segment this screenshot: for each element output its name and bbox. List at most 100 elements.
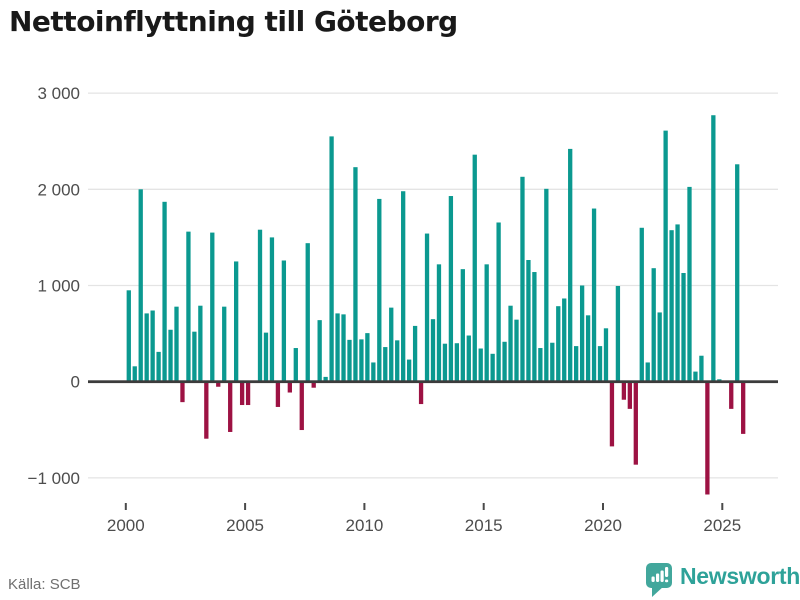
bar-2025-q2[interactable] bbox=[729, 382, 734, 409]
bar-2008-q3[interactable] bbox=[329, 136, 334, 382]
bar-2008-q1[interactable] bbox=[317, 320, 322, 382]
bar-2019-q1[interactable] bbox=[579, 285, 585, 382]
bar-2007-q3[interactable] bbox=[305, 243, 310, 382]
bar-2004-q1[interactable] bbox=[222, 306, 227, 382]
bar-2017-q3[interactable] bbox=[544, 188, 549, 382]
bar-2015-q2[interactable] bbox=[490, 353, 495, 382]
bar-2014-q2[interactable] bbox=[466, 335, 471, 382]
bar-2004-q4[interactable] bbox=[239, 382, 245, 406]
newsworthy-logo-lockup[interactable]: Newsworthy bbox=[644, 560, 800, 600]
bar-2002-q3[interactable] bbox=[186, 231, 191, 382]
bar-2004-q3[interactable] bbox=[234, 261, 239, 382]
bar-2003-q3[interactable] bbox=[210, 232, 215, 382]
bar-2007-q4[interactable] bbox=[311, 382, 316, 388]
bar-2000-q2[interactable] bbox=[132, 366, 137, 382]
bar-2020-q4[interactable] bbox=[621, 382, 627, 400]
bar-2009-q2[interactable] bbox=[347, 339, 352, 382]
bar-2006-q1[interactable] bbox=[269, 237, 275, 382]
bar-2021-q3[interactable] bbox=[639, 227, 644, 382]
bar-2016-q2[interactable] bbox=[514, 319, 519, 382]
bar-2001-q1[interactable] bbox=[150, 310, 155, 382]
bar-2012-q4[interactable] bbox=[430, 319, 436, 382]
bar-2023-q1[interactable] bbox=[675, 224, 680, 382]
bar-2001-q3[interactable] bbox=[162, 201, 167, 382]
bar-2012-q3[interactable] bbox=[424, 233, 430, 382]
bar-2022-q4[interactable] bbox=[669, 230, 674, 382]
bar-2020-q2[interactable] bbox=[609, 382, 615, 447]
bar-2019-q2[interactable] bbox=[585, 315, 591, 382]
bar-2018-q4[interactable] bbox=[574, 346, 579, 382]
bar-2014-q1[interactable] bbox=[460, 269, 465, 382]
bar-2024-q2[interactable] bbox=[705, 382, 710, 495]
bar-2025-q3[interactable] bbox=[735, 164, 740, 382]
bar-2008-q4[interactable] bbox=[335, 313, 340, 382]
bar-2018-q1[interactable] bbox=[556, 306, 561, 382]
bar-2023-q2[interactable] bbox=[681, 272, 686, 382]
bar-2010-q2[interactable] bbox=[371, 362, 376, 382]
bar-2013-q1[interactable] bbox=[436, 264, 442, 382]
bar-2000-q4[interactable] bbox=[144, 313, 149, 382]
bar-2000-q3[interactable] bbox=[138, 189, 143, 382]
bar-2005-q1[interactable] bbox=[245, 382, 251, 406]
bar-2015-q1[interactable] bbox=[484, 264, 489, 382]
bar-2024-q1[interactable] bbox=[699, 355, 704, 382]
bar-2023-q4[interactable] bbox=[693, 371, 698, 382]
bar-2017-q2[interactable] bbox=[538, 348, 543, 382]
bar-2007-q1[interactable] bbox=[293, 348, 298, 382]
bar-2013-q4[interactable] bbox=[454, 343, 460, 382]
bar-2020-q3[interactable] bbox=[615, 285, 621, 382]
bar-2013-q3[interactable] bbox=[448, 196, 454, 382]
bar-2019-q4[interactable] bbox=[597, 346, 603, 382]
bar-2024-q3[interactable] bbox=[711, 115, 716, 382]
bar-2009-q4[interactable] bbox=[359, 339, 364, 382]
bar-2014-q3[interactable] bbox=[472, 154, 477, 382]
bar-2005-q3[interactable] bbox=[257, 229, 263, 382]
bar-2006-q2[interactable] bbox=[275, 382, 281, 407]
bar-2014-q4[interactable] bbox=[478, 348, 483, 382]
bar-2016-q4[interactable] bbox=[526, 260, 531, 382]
bar-2021-q2[interactable] bbox=[633, 382, 638, 465]
bar-2020-q1[interactable] bbox=[603, 328, 609, 382]
bar-2015-q3[interactable] bbox=[496, 222, 501, 382]
bar-2018-q3[interactable] bbox=[568, 148, 573, 382]
bar-2007-q2[interactable] bbox=[299, 382, 304, 431]
bar-2001-q2[interactable] bbox=[156, 351, 161, 382]
bar-2022-q1[interactable] bbox=[651, 268, 656, 382]
bar-2019-q3[interactable] bbox=[591, 208, 597, 382]
bar-2021-q1[interactable] bbox=[627, 382, 632, 409]
bar-2017-q1[interactable] bbox=[532, 272, 537, 382]
bar-2002-q1[interactable] bbox=[174, 306, 179, 382]
bar-2010-q1[interactable] bbox=[365, 333, 370, 382]
bar-2012-q2[interactable] bbox=[418, 382, 424, 405]
bar-2004-q2[interactable] bbox=[228, 382, 233, 432]
bar-2000-q1[interactable] bbox=[126, 290, 131, 382]
bar-2017-q4[interactable] bbox=[550, 342, 555, 382]
bar-2021-q4[interactable] bbox=[645, 362, 650, 382]
bar-2023-q3[interactable] bbox=[687, 186, 692, 382]
bar-2003-q1[interactable] bbox=[198, 305, 203, 382]
bar-2016-q1[interactable] bbox=[508, 305, 513, 382]
bar-2010-q4[interactable] bbox=[383, 347, 388, 382]
bar-2009-q1[interactable] bbox=[341, 314, 346, 382]
bar-2018-q2[interactable] bbox=[562, 298, 567, 382]
bar-2011-q4[interactable] bbox=[406, 359, 412, 382]
bar-2009-q3[interactable] bbox=[353, 167, 358, 382]
bar-2002-q2[interactable] bbox=[180, 382, 185, 403]
bar-2012-q1[interactable] bbox=[412, 325, 418, 382]
bar-2022-q3[interactable] bbox=[663, 130, 668, 382]
bar-2001-q4[interactable] bbox=[168, 329, 173, 382]
bar-2006-q3[interactable] bbox=[281, 260, 287, 382]
bar-2002-q4[interactable] bbox=[192, 331, 197, 382]
bar-2011-q3[interactable] bbox=[401, 191, 406, 382]
bar-2011-q1[interactable] bbox=[389, 307, 394, 382]
bar-2003-q4[interactable] bbox=[216, 382, 221, 387]
bar-2008-q2[interactable] bbox=[323, 376, 328, 382]
bar-2006-q4[interactable] bbox=[287, 382, 292, 393]
bar-2015-q4[interactable] bbox=[502, 341, 507, 382]
bar-2013-q2[interactable] bbox=[442, 343, 448, 382]
bar-2022-q2[interactable] bbox=[657, 312, 662, 382]
bar-2005-q4[interactable] bbox=[263, 332, 269, 382]
bar-2011-q2[interactable] bbox=[395, 340, 400, 382]
bar-2003-q2[interactable] bbox=[204, 382, 209, 439]
bar-2025-q4[interactable] bbox=[741, 382, 746, 434]
